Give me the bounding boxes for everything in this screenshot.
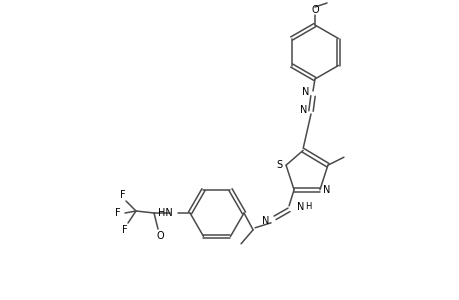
Text: O: O	[156, 231, 163, 241]
Text: F: F	[115, 208, 121, 218]
Text: S: S	[275, 160, 281, 170]
Text: N: N	[300, 105, 307, 115]
Text: O: O	[310, 5, 318, 15]
Text: HN: HN	[158, 208, 173, 218]
Text: N: N	[262, 216, 269, 226]
Text: N: N	[323, 185, 330, 195]
Text: N: N	[302, 87, 309, 97]
Text: H: H	[304, 202, 311, 211]
Text: F: F	[122, 225, 128, 235]
Text: N: N	[297, 202, 304, 212]
Text: F: F	[120, 190, 126, 200]
